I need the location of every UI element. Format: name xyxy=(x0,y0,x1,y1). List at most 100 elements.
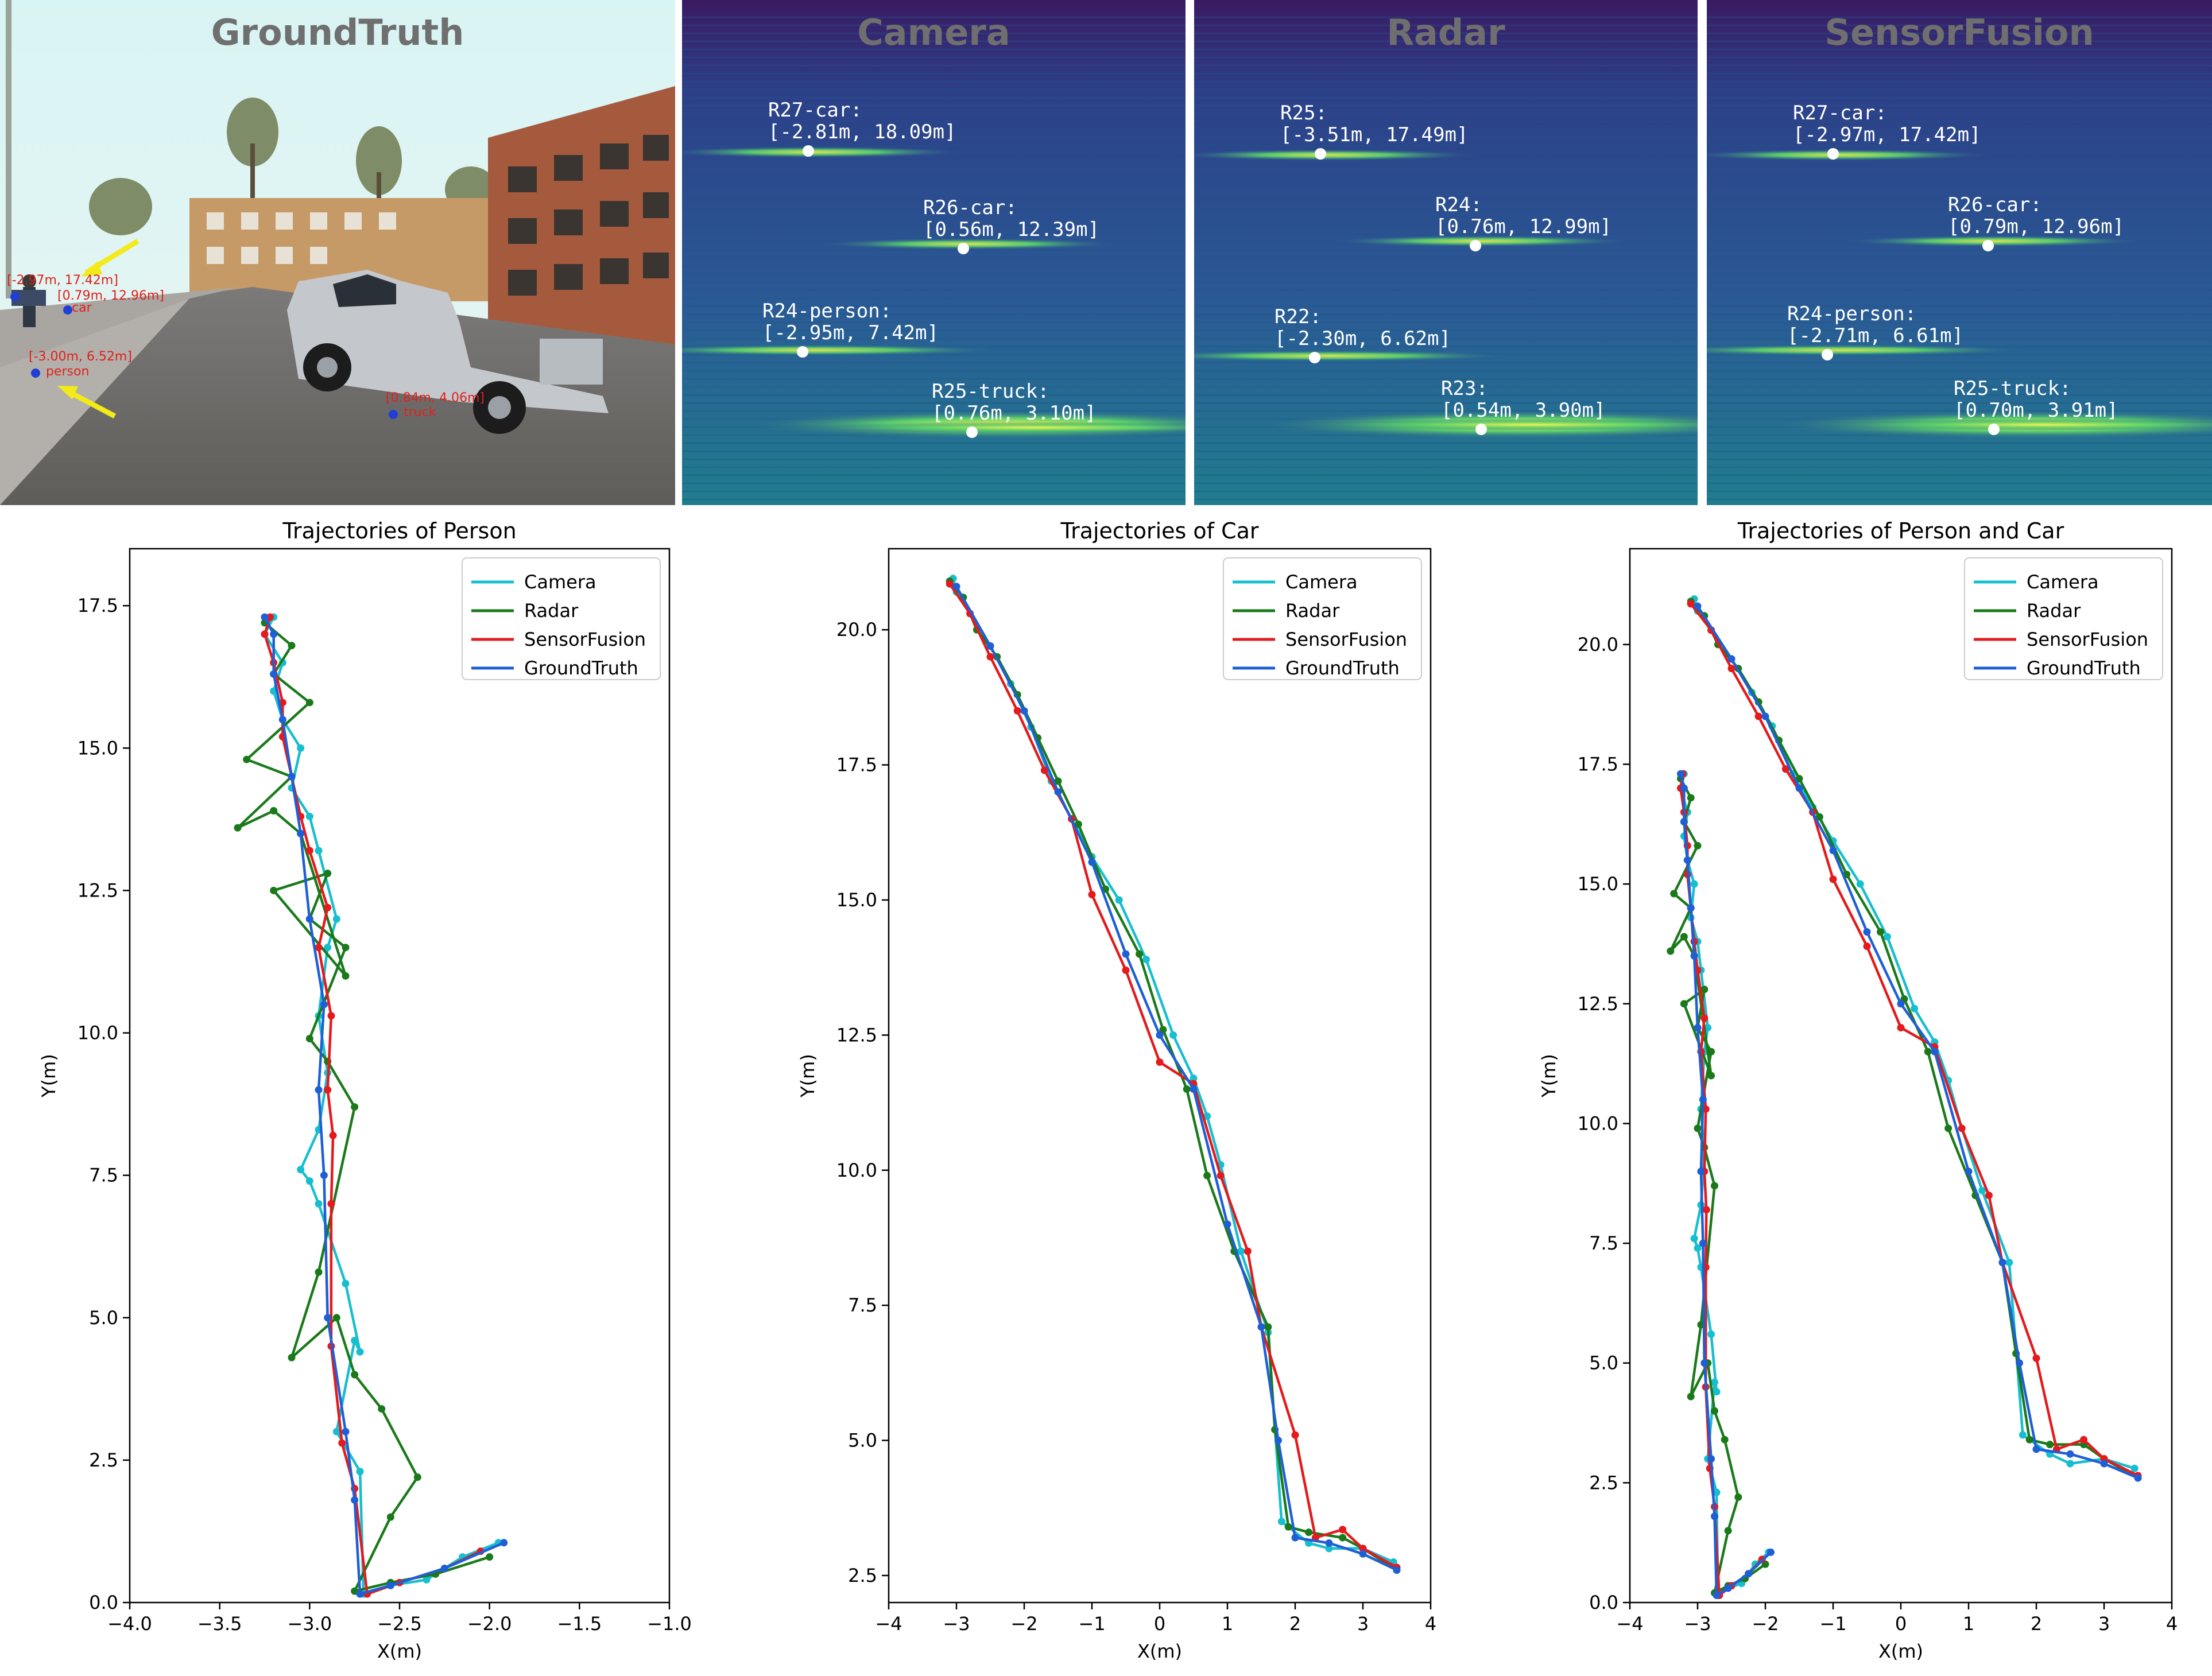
detection-point xyxy=(797,346,808,358)
series-point xyxy=(270,630,278,638)
series-point xyxy=(1223,1220,1231,1228)
y-tick-label: 17.5 xyxy=(78,595,118,616)
x-tick-label: 1 xyxy=(1222,1613,1233,1635)
x-tick-label: 3 xyxy=(2098,1613,2110,1635)
series-point xyxy=(1829,847,1837,855)
series-point xyxy=(324,1086,332,1094)
series-point xyxy=(1856,880,1864,888)
series-point xyxy=(1156,1058,1164,1066)
series-point xyxy=(1284,1523,1292,1531)
detection-point xyxy=(1982,240,1994,251)
series-point xyxy=(1707,1048,1715,1056)
series-point xyxy=(332,915,340,923)
series-line xyxy=(263,616,499,1596)
series-point xyxy=(1694,1124,1702,1132)
series-point xyxy=(305,915,313,923)
series-point xyxy=(320,1171,328,1180)
x-tick-label: 0 xyxy=(1895,1613,1907,1635)
x-tick-label: 4 xyxy=(2166,1613,2178,1635)
y-tick-label: 2.5 xyxy=(848,1565,877,1586)
radar-detection: R24:[0.76m, 12.99m] xyxy=(1435,193,1611,251)
series-point xyxy=(315,1086,323,1094)
detection-coords: [0.79m, 12.96m] xyxy=(1948,215,2124,238)
x-tick-label: −2 xyxy=(1752,1613,1779,1635)
legend-entry: Camera xyxy=(1285,571,1358,593)
y-tick-label: 2.5 xyxy=(89,1449,118,1471)
series-point xyxy=(413,1473,421,1481)
detection-point xyxy=(1470,240,1481,251)
series-line xyxy=(955,585,1397,1572)
series-point xyxy=(2005,1258,2013,1266)
x-tick-label: −2 xyxy=(1010,1613,1037,1635)
series-point xyxy=(2016,1359,2023,1367)
x-axis-label: X(m) xyxy=(1878,1640,1923,1662)
x-tick-label: 0 xyxy=(1154,1613,1165,1635)
y-axis-label: Y(m) xyxy=(797,1054,819,1098)
detection-id: R23: xyxy=(1441,377,1488,400)
series-point xyxy=(1877,928,1885,936)
series-point xyxy=(1690,1235,1698,1243)
series-point xyxy=(342,1279,350,1287)
series-point xyxy=(1700,1359,1709,1367)
series-point xyxy=(946,580,954,588)
x-tick-label: −4 xyxy=(1616,1613,1643,1635)
trajectory-plot: Trajectories of Person −4.0 −3.5 −3.0 −2.5 −2… xyxy=(38,518,692,1662)
detection-id: R25: xyxy=(1280,102,1327,125)
series-point xyxy=(2066,1460,2074,1468)
legend-entry: Camera xyxy=(2027,571,2099,593)
x-tick-label: 1 xyxy=(1963,1613,1974,1635)
series-point xyxy=(1136,950,1144,958)
detection-coords: [-3.51m, 17.49m] xyxy=(1280,123,1469,146)
series-point xyxy=(305,812,313,820)
y-tick-label: 7.5 xyxy=(89,1165,118,1186)
series-point xyxy=(2025,1436,2033,1444)
series-point xyxy=(1724,1527,1732,1535)
series-point xyxy=(1863,928,1871,936)
series-point xyxy=(423,1576,431,1584)
detection-id: R26-car: xyxy=(1948,193,2042,216)
legend-entry: Radar xyxy=(1285,600,1340,622)
series-point xyxy=(1264,1323,1272,1331)
series-point xyxy=(2134,1474,2142,1482)
series-point xyxy=(1734,1493,1742,1501)
series-point xyxy=(1683,856,1691,864)
series-point xyxy=(297,829,305,837)
series-point xyxy=(1013,707,1021,715)
y-tick-label: 10.0 xyxy=(836,1159,877,1181)
series-point xyxy=(1305,1528,1313,1537)
series-point xyxy=(1711,1378,1718,1386)
series-point xyxy=(261,630,269,638)
y-tick-label: 0.0 xyxy=(1589,1592,1618,1613)
series-point xyxy=(270,807,278,815)
gt-tag-truck: truck xyxy=(404,405,436,420)
y-tick-label: 10.0 xyxy=(78,1022,118,1044)
y-tick-label: 17.5 xyxy=(1578,754,1618,775)
radar-title: Radar xyxy=(1386,11,1505,53)
series-point xyxy=(1359,1550,1367,1558)
series-point xyxy=(1054,788,1062,796)
series-point xyxy=(315,1268,323,1276)
series-point xyxy=(1393,1566,1401,1574)
series-point xyxy=(1694,1024,1702,1032)
series-point xyxy=(1122,950,1130,958)
series-point xyxy=(1074,820,1082,828)
series-point xyxy=(1745,1570,1752,1578)
series-point xyxy=(1724,1584,1732,1592)
y-axis-label: Y(m) xyxy=(38,1054,60,1098)
series-point xyxy=(1291,1534,1299,1542)
ground-truth-title: GroundTruth xyxy=(211,11,464,53)
y-tick-label: 0.0 xyxy=(89,1592,118,1613)
series-point xyxy=(332,1427,340,1436)
series-point xyxy=(1680,1000,1688,1008)
detection-coords: [-2.81m, 18.09m] xyxy=(768,121,956,143)
series-point xyxy=(1700,986,1709,994)
x-tick-label: −1 xyxy=(1819,1613,1846,1635)
detection-point xyxy=(803,145,814,157)
series-point xyxy=(1040,766,1048,774)
series-point xyxy=(270,670,278,678)
series-line xyxy=(948,580,1398,1572)
radar-detection: R25:[-3.51m, 17.49m] xyxy=(1280,102,1469,160)
gt-label-person: [-3.00m, 6.52m] xyxy=(29,350,132,364)
y-tick-label: 12.5 xyxy=(1578,993,1618,1015)
series-point xyxy=(1727,665,1735,673)
